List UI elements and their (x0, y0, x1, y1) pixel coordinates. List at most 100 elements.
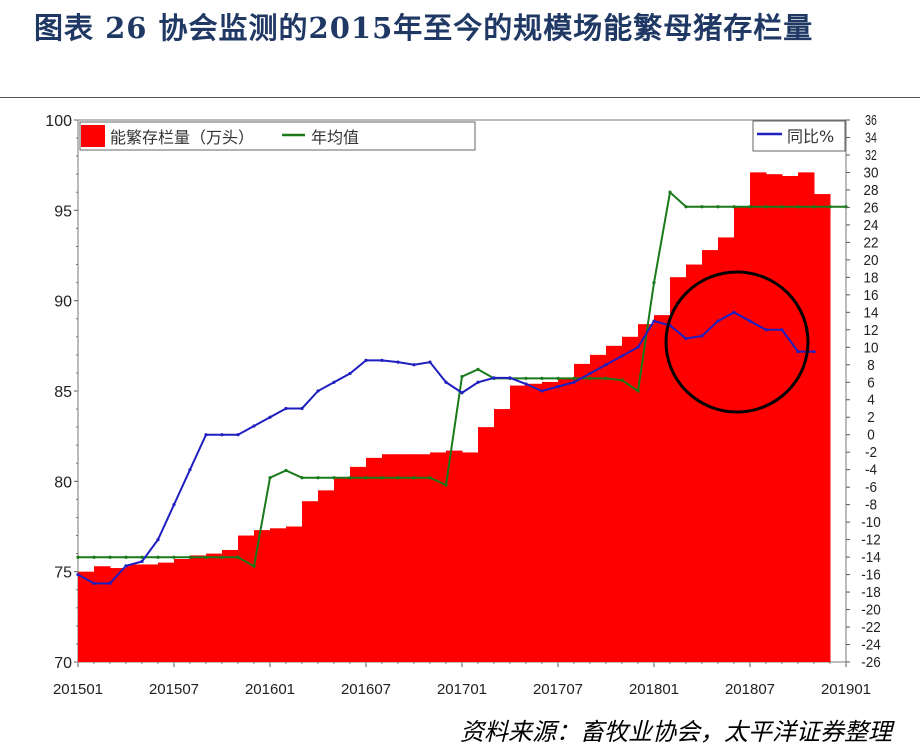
legend-label-yoy: 同比% (787, 127, 834, 146)
bar (94, 566, 111, 662)
bar (286, 526, 303, 662)
right-tick-label: -22 (861, 619, 881, 636)
line-point (716, 205, 720, 209)
x-tick-label: 201607 (341, 681, 391, 698)
line-point (780, 205, 784, 209)
line-point (604, 376, 608, 380)
line-point (556, 385, 560, 389)
line-point (348, 476, 352, 480)
bar (782, 176, 799, 663)
line-point (108, 581, 112, 585)
bar (350, 466, 367, 662)
line-point (524, 376, 528, 380)
right-tick-label: 20 (863, 252, 878, 269)
line-point (796, 205, 800, 209)
line-point (108, 555, 112, 559)
bar (686, 264, 703, 662)
line-point (508, 376, 512, 380)
line-point (716, 319, 720, 323)
left-tick-label: 100 (45, 113, 72, 130)
right-tick-label: 14 (863, 305, 878, 322)
line-point (140, 555, 144, 559)
line-point (540, 376, 544, 380)
bar (126, 564, 143, 662)
x-tick-label: 201501 (53, 681, 103, 698)
line-point (92, 555, 96, 559)
bar (718, 237, 735, 662)
legend-left: 能繁存栏量（万头） 年均值 (79, 121, 476, 151)
right-tick-label: 24 (863, 217, 878, 234)
line-point (620, 354, 624, 358)
line-point (732, 205, 736, 209)
line-point (316, 389, 320, 393)
line-point (268, 476, 272, 480)
bar (142, 564, 159, 662)
line-point (684, 336, 688, 341)
line-point (652, 319, 656, 323)
bar (478, 427, 495, 662)
right-tick-label: -8 (865, 497, 877, 514)
bar (734, 206, 751, 662)
right-tick-label: -6 (865, 480, 877, 497)
line-point (380, 476, 384, 480)
x-tick-label: 201601 (245, 681, 295, 698)
x-tick-label: 201807 (725, 681, 775, 698)
bar (366, 457, 383, 662)
line-point (588, 371, 592, 376)
bar (494, 409, 511, 662)
line-point (252, 424, 256, 428)
bar (270, 528, 287, 662)
right-tick-label: -12 (861, 532, 881, 549)
line-point (460, 374, 464, 379)
line-point (124, 555, 128, 559)
right-tick-label: 6 (867, 375, 875, 392)
line-point (748, 205, 752, 209)
line-point (268, 415, 272, 419)
line-point (236, 433, 240, 437)
bar (398, 454, 415, 662)
bar (382, 454, 399, 662)
line-point (764, 328, 768, 332)
right-tick-label: 8 (867, 357, 875, 374)
bar (510, 385, 527, 662)
bar (798, 172, 815, 662)
line-point (748, 319, 752, 323)
line-point (572, 376, 576, 380)
right-tick-label: -26 (861, 654, 881, 671)
right-tick-label: 2 (867, 410, 875, 427)
right-tick-label: 16 (863, 287, 878, 304)
line-point (780, 328, 784, 332)
bar (158, 562, 175, 662)
chart-title: 图表 26 协会监测的2015年至今的规模场能繁母猪存栏量 (34, 11, 814, 45)
line-point (428, 476, 432, 480)
line-point (444, 380, 448, 384)
line-point (812, 205, 816, 209)
line-point (380, 358, 384, 363)
x-tick-label: 201901 (821, 681, 871, 698)
bar (526, 383, 543, 662)
x-tick-label: 201507 (149, 681, 199, 698)
bar (542, 381, 559, 662)
line-point (204, 433, 208, 437)
left-tick-label: 90 (54, 294, 72, 311)
bar (222, 549, 239, 662)
line-point (732, 310, 736, 314)
line-point (396, 476, 400, 480)
line-point (300, 406, 304, 411)
x-tick-label: 201701 (437, 681, 487, 698)
line-point (444, 483, 448, 487)
line-point (796, 350, 800, 354)
right-tick-label: 30 (863, 165, 878, 182)
bar (174, 559, 191, 662)
bar (302, 501, 319, 662)
bar (574, 363, 591, 662)
line-point (524, 382, 528, 386)
line-point (92, 581, 96, 585)
left-tick-label: 85 (54, 384, 72, 401)
annotation-circle (664, 270, 810, 414)
right-tick-label: -4 (865, 462, 877, 479)
line-point (492, 376, 496, 380)
right-tick-label: -16 (861, 567, 881, 584)
line-point (668, 190, 672, 194)
bar (334, 477, 351, 662)
